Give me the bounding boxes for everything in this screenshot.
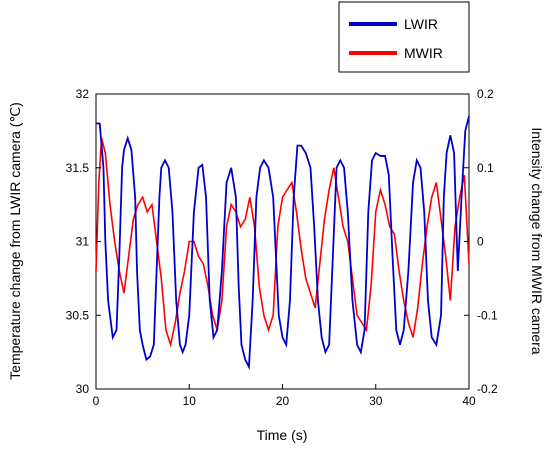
- x-tick-label: 20: [276, 394, 290, 408]
- x-tick-label: 30: [369, 394, 383, 408]
- left-y-tick-label: 31: [76, 235, 90, 249]
- legend: LWIR MWIR: [338, 1, 470, 73]
- legend-box: [338, 1, 470, 73]
- left-y-tick-label: 30: [76, 382, 90, 396]
- right-y-tick-label: -0.2: [477, 382, 498, 396]
- left-y-tick-label: 32: [76, 87, 90, 101]
- series-layer: [95, 115, 470, 371]
- plot-frame: [95, 93, 470, 390]
- left-y-tick-label: 30.5: [66, 308, 90, 322]
- legend-label-lwir: LWIR: [404, 16, 438, 32]
- right-y-tick-label: 0.1: [477, 161, 494, 175]
- right-y-tick-label: -0.1: [477, 308, 498, 322]
- series-line-mwir: [95, 138, 470, 348]
- series-line-lwir: [96, 115, 470, 371]
- x-axis-label: Time (s): [257, 427, 308, 443]
- ticks-layer: 0 10 20 30 40 30 30.5 31 31.5 32 -0.2 -0.1 0 0.1 0.2: [66, 87, 498, 408]
- legend-label-mwir: MWIR: [404, 45, 443, 61]
- right-y-tick-label: 0.2: [477, 87, 494, 101]
- x-tick-label: 10: [183, 394, 197, 408]
- x-tick-label: 40: [462, 394, 476, 408]
- x-tick-label: 0: [93, 394, 100, 408]
- left-y-axis-label: Temperature change from LWIR camera (℃): [7, 102, 23, 380]
- right-y-axis-label: Intensity change from MWIR camera: [529, 127, 545, 354]
- left-y-tick-label: 31.5: [66, 161, 90, 175]
- right-y-tick-label: 0: [477, 235, 484, 249]
